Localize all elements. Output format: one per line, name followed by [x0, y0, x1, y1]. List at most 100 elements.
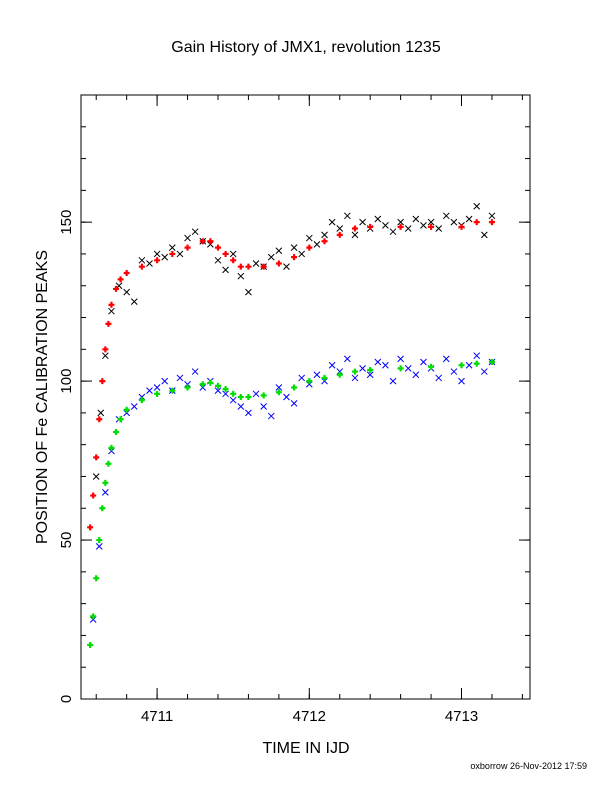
data-point: [153, 250, 161, 258]
data-point: [229, 250, 237, 258]
data-point: [420, 221, 427, 229]
data-point: [283, 393, 290, 401]
data-point: [336, 368, 344, 375]
data-point: [117, 416, 124, 423]
y-tick-label: 0: [58, 695, 75, 703]
data-point: [290, 244, 298, 251]
data-point: [465, 361, 473, 369]
y-axis-label: POSITION OF Fe CALIBRATION PEAKS: [34, 250, 51, 544]
x-tick-label: 4712: [293, 708, 326, 725]
data-point: [229, 396, 237, 404]
data-point: [108, 307, 115, 315]
data-point: [458, 223, 465, 230]
data-point: [366, 371, 374, 379]
data-point: [207, 379, 214, 386]
plot-frame: [80, 94, 531, 700]
data-point: [222, 266, 229, 274]
data-point: [207, 241, 214, 248]
data-point: [97, 409, 105, 417]
data-point: [214, 244, 221, 251]
data-point: [336, 231, 343, 238]
data-point: [184, 244, 191, 251]
data-point: [101, 352, 109, 360]
data-point: [92, 473, 100, 480]
data-point: [473, 219, 480, 226]
data-point: [169, 387, 176, 394]
data-point: [123, 270, 130, 277]
data-point: [214, 387, 222, 394]
data-point: [298, 374, 306, 382]
data-point: [138, 397, 145, 404]
data-point: [102, 479, 109, 486]
y-tick-label: 100: [58, 369, 75, 394]
data-point: [87, 524, 94, 531]
data-point: [96, 537, 103, 544]
data-point: [102, 346, 109, 353]
data-point: [168, 244, 176, 251]
data-point: [313, 241, 321, 248]
data-point: [237, 263, 244, 270]
data-point: [108, 447, 115, 455]
data-point: [237, 403, 245, 410]
data-point: [199, 381, 206, 388]
data-point: [473, 352, 481, 360]
data-point: [95, 543, 103, 550]
data-point: [321, 377, 328, 385]
data-point: [93, 454, 100, 461]
data-point: [222, 390, 229, 398]
data-point: [113, 428, 120, 435]
data-point: [130, 298, 138, 305]
tick-labels: 4711 4712 4713 0 50 100 150: [58, 210, 478, 725]
data-point: [260, 403, 267, 410]
data-point: [305, 380, 313, 388]
data-point: [161, 253, 169, 261]
data-point: [351, 225, 358, 232]
data-marks: [87, 202, 496, 648]
data-point: [404, 225, 412, 232]
data-point: [154, 257, 161, 264]
data-point: [306, 378, 313, 385]
data-point: [105, 460, 112, 467]
data-point: [252, 390, 260, 398]
data-point: [260, 263, 267, 270]
data-point: [176, 250, 184, 258]
data-point: [306, 244, 313, 251]
y-tick-label: 50: [58, 532, 75, 549]
chart-title: Gain History of JMX1, revolution 1235: [171, 39, 441, 56]
data-point: [101, 489, 109, 496]
data-point: [222, 386, 229, 393]
data-point: [90, 492, 97, 499]
data-point: [435, 225, 443, 232]
data-point: [184, 234, 191, 242]
data-point: [191, 368, 199, 375]
data-point: [321, 231, 328, 239]
data-point: [435, 374, 443, 382]
data-point: [113, 285, 120, 292]
data-point: [321, 238, 328, 245]
data-point: [275, 247, 283, 255]
data-point: [465, 215, 473, 223]
data-point: [245, 288, 252, 296]
data-point: [93, 575, 100, 582]
data-point: [130, 403, 138, 410]
data-point: [344, 212, 351, 220]
data-point: [199, 384, 207, 391]
data-point: [344, 355, 351, 363]
data-point: [428, 363, 435, 370]
data-point: [291, 254, 298, 261]
data-point: [428, 223, 435, 230]
data-point: [450, 368, 458, 375]
data-point: [351, 368, 358, 375]
series-2: [89, 352, 496, 623]
data-point: [184, 384, 191, 391]
data-point: [267, 253, 275, 261]
x-tick-label: 4713: [445, 708, 478, 725]
data-point: [367, 366, 374, 373]
data-point: [252, 260, 260, 267]
data-point: [458, 377, 465, 385]
data-point: [397, 365, 404, 372]
data-point: [367, 223, 374, 230]
x-tick-label: 4711: [141, 708, 173, 725]
data-point: [169, 250, 176, 257]
data-point: [245, 409, 252, 417]
